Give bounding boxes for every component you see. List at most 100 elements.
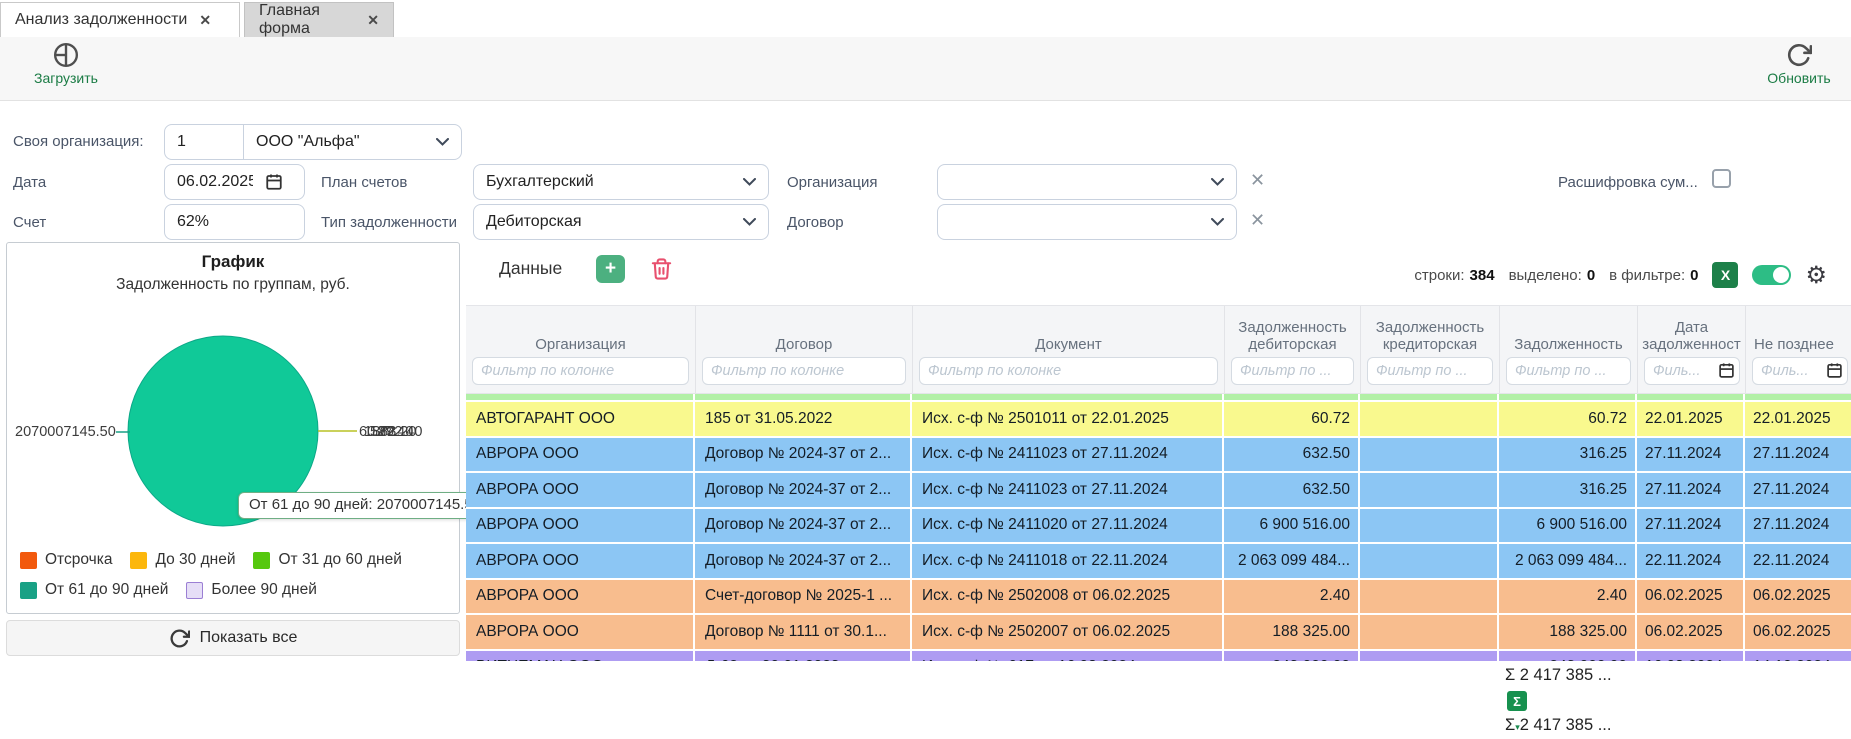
table-row[interactable]: АВТОГАРАНТ ООО 185 от 31.05.2022 Исх. с-… xyxy=(466,402,1851,438)
column-header[interactable]: Договор xyxy=(775,336,833,353)
close-icon[interactable]: ✕ xyxy=(199,11,212,28)
clear-org-icon[interactable]: ✕ xyxy=(1250,170,1266,190)
legend-item-61-90[interactable]: От 61 до 90 дней xyxy=(20,581,168,599)
org-select[interactable] xyxy=(937,164,1237,200)
account-input[interactable] xyxy=(165,213,304,231)
legend-item-deferral[interactable]: Отсрочка xyxy=(20,551,112,569)
cell-credit[interactable] xyxy=(1360,508,1499,542)
cell-due-date[interactable]: 27.11.2024 xyxy=(1745,473,1851,507)
column-header[interactable]: Документ xyxy=(1035,336,1102,353)
cell-document[interactable]: Исх. с-ф № 617 от 16.08.2024 xyxy=(912,650,1224,661)
cell-debt-date[interactable]: 16.08.2024 xyxy=(1637,650,1745,661)
column-header[interactable]: Задолженность дебиторская xyxy=(1238,319,1347,353)
cell-document[interactable]: Исх. с-ф № 2411018 от 22.11.2024 xyxy=(912,544,1224,578)
cell-contract[interactable]: Д-62 от 30.01.2023 xyxy=(695,650,912,661)
cell-due-date[interactable]: 27.11.2024 xyxy=(1745,438,1851,472)
cell-debit[interactable]: 188 325.00 xyxy=(1224,615,1360,649)
cell-due-date[interactable]: 22.01.2025 xyxy=(1745,402,1851,436)
own-org-code-input[interactable] xyxy=(165,133,243,151)
legend-item-under-30[interactable]: До 30 дней xyxy=(130,551,235,569)
cell-contract[interactable]: Договор № 2024-37 от 2... xyxy=(695,508,912,542)
cell-organization[interactable]: АВТОГАРАНТ ООО xyxy=(466,402,695,436)
show-all-button[interactable]: Показать все xyxy=(6,620,460,656)
table-row[interactable]: ВИТНЕМАН ООО Д-62 от 30.01.2023 Исх. с-ф… xyxy=(466,650,1851,661)
cell-contract[interactable]: Счет-договор № 2025-1 ... xyxy=(695,579,912,613)
cell-debt[interactable]: 243 000.00 xyxy=(1499,650,1637,661)
filter-input-credit[interactable]: Фильтр по ... xyxy=(1367,357,1493,385)
cell-due-date[interactable]: 06.02.2025 xyxy=(1745,615,1851,649)
cell-organization[interactable]: АВРОРА ООО xyxy=(466,473,695,507)
cell-contract[interactable]: 185 от 31.05.2022 xyxy=(695,402,912,436)
cell-debt-date[interactable]: 06.02.2025 xyxy=(1637,579,1745,613)
delete-row-button[interactable] xyxy=(650,256,673,282)
add-row-button[interactable]: + xyxy=(596,255,625,283)
excel-export-button[interactable]: X xyxy=(1712,262,1739,288)
breakdown-checkbox[interactable] xyxy=(1712,169,1731,188)
column-header[interactable]: Организация xyxy=(535,336,626,353)
own-org-select[interactable]: ООО "Альфа" xyxy=(256,133,360,150)
contract-select[interactable] xyxy=(937,204,1237,240)
date-input[interactable] xyxy=(165,173,265,191)
sigma-badge-button[interactable]: Σ xyxy=(1507,691,1527,711)
cell-debt-date[interactable]: 27.11.2024 xyxy=(1637,437,1745,471)
cell-organization[interactable]: АВРОРА ООО xyxy=(466,615,695,649)
cell-debt-date[interactable]: 06.02.2025 xyxy=(1637,615,1745,649)
tab-main-form[interactable]: Главная форма ✕ xyxy=(244,2,394,37)
filter-input-due-date[interactable]: Филь... xyxy=(1752,357,1848,385)
account-field[interactable] xyxy=(164,204,305,240)
filter-input-document[interactable]: Фильтр по колонке xyxy=(919,357,1218,385)
cell-due-date[interactable]: 06.02.2025 xyxy=(1745,580,1851,614)
cell-credit[interactable] xyxy=(1360,579,1499,613)
cell-debit[interactable]: 60.72 xyxy=(1224,402,1360,436)
clear-contract-icon[interactable]: ✕ xyxy=(1250,210,1266,230)
filter-input-debit[interactable]: Фильтр по ... xyxy=(1231,357,1354,385)
cell-debit[interactable]: 243 000.00 xyxy=(1224,650,1360,661)
column-header[interactable]: Не позднее xyxy=(1754,336,1834,353)
cell-document[interactable]: Исх. с-ф № 2502008 от 06.02.2025 xyxy=(912,579,1224,613)
filter-input-debt[interactable]: Фильтр по ... xyxy=(1506,357,1631,385)
cell-debit[interactable]: 2.40 xyxy=(1224,579,1360,613)
debt-type-select[interactable]: Дебиторская xyxy=(473,204,769,240)
cell-debit[interactable]: 632.50 xyxy=(1224,473,1360,507)
cell-debt[interactable]: 6 900 516.00 xyxy=(1499,508,1637,542)
tab-debt-analysis[interactable]: Анализ задолженности ✕ xyxy=(0,2,240,37)
column-header[interactable]: Дата задолженност xyxy=(1642,319,1741,353)
table-row[interactable]: АВРОРА ООО Договор № 2024-37 от 2... Исх… xyxy=(466,508,1851,544)
plan-select[interactable]: Бухгалтерский xyxy=(473,164,769,200)
cell-contract[interactable]: Договор № 1111 от 30.1... xyxy=(695,615,912,649)
table-row[interactable]: АВРОРА ООО Договор № 2024-37 от 2... Исх… xyxy=(466,437,1851,473)
cell-debt-date[interactable]: 22.01.2025 xyxy=(1637,402,1745,436)
cell-due-date[interactable]: 14.10.2024 xyxy=(1745,651,1851,661)
cell-organization[interactable]: АВРОРА ООО xyxy=(466,579,695,613)
column-header[interactable]: Задолженность кредиторская xyxy=(1375,319,1485,353)
cell-credit[interactable] xyxy=(1360,544,1499,578)
cell-document[interactable]: Исх. с-ф № 2411020 от 27.11.2024 xyxy=(912,508,1224,542)
table-row[interactable]: АВРОРА ООО Договор № 2024-37 от 2... Исх… xyxy=(466,544,1851,580)
filter-input-debt-date[interactable]: Филь... xyxy=(1644,357,1740,385)
cell-debt[interactable]: 316.25 xyxy=(1499,473,1637,507)
cell-debt[interactable]: 2.40 xyxy=(1499,579,1637,613)
cell-credit[interactable] xyxy=(1360,437,1499,471)
cell-document[interactable]: Исх. с-ф № 2501011 от 22.01.2025 xyxy=(912,402,1224,436)
cell-credit[interactable] xyxy=(1360,473,1499,507)
cell-contract[interactable]: Договор № 2024-37 от 2... xyxy=(695,437,912,471)
cell-document[interactable]: Исх. с-ф № 2411023 от 27.11.2024 xyxy=(912,437,1224,471)
cell-debt-date[interactable]: 27.11.2024 xyxy=(1637,473,1745,507)
calendar-icon[interactable] xyxy=(1826,362,1843,379)
calendar-icon[interactable] xyxy=(1718,362,1735,379)
filter-input-organization[interactable]: Фильтр по колонке xyxy=(472,357,689,385)
legend-item-31-60[interactable]: От 31 до 60 дней xyxy=(253,551,402,569)
load-button[interactable]: Загрузить xyxy=(26,42,106,86)
table-row[interactable]: АВРОРА ООО Счет-договор № 2025-1 ... Исх… xyxy=(466,579,1851,615)
legend-item-over-90[interactable]: Более 90 дней xyxy=(186,581,317,599)
cell-contract[interactable]: Договор № 2024-37 от 2... xyxy=(695,473,912,507)
column-header[interactable]: Задолженность xyxy=(1514,336,1623,353)
cell-debt-date[interactable]: 22.11.2024 xyxy=(1637,544,1745,578)
cell-credit[interactable] xyxy=(1360,402,1499,436)
table-row[interactable]: АВРОРА ООО Договор № 1111 от 30.1... Исх… xyxy=(466,615,1851,651)
filter-input-contract[interactable]: Фильтр по колонке xyxy=(702,357,906,385)
refresh-button[interactable]: Обновить xyxy=(1759,42,1839,86)
date-field[interactable] xyxy=(164,164,305,200)
gear-icon[interactable]: ⚙ xyxy=(1805,261,1827,289)
cell-organization[interactable]: АВРОРА ООО xyxy=(466,508,695,542)
